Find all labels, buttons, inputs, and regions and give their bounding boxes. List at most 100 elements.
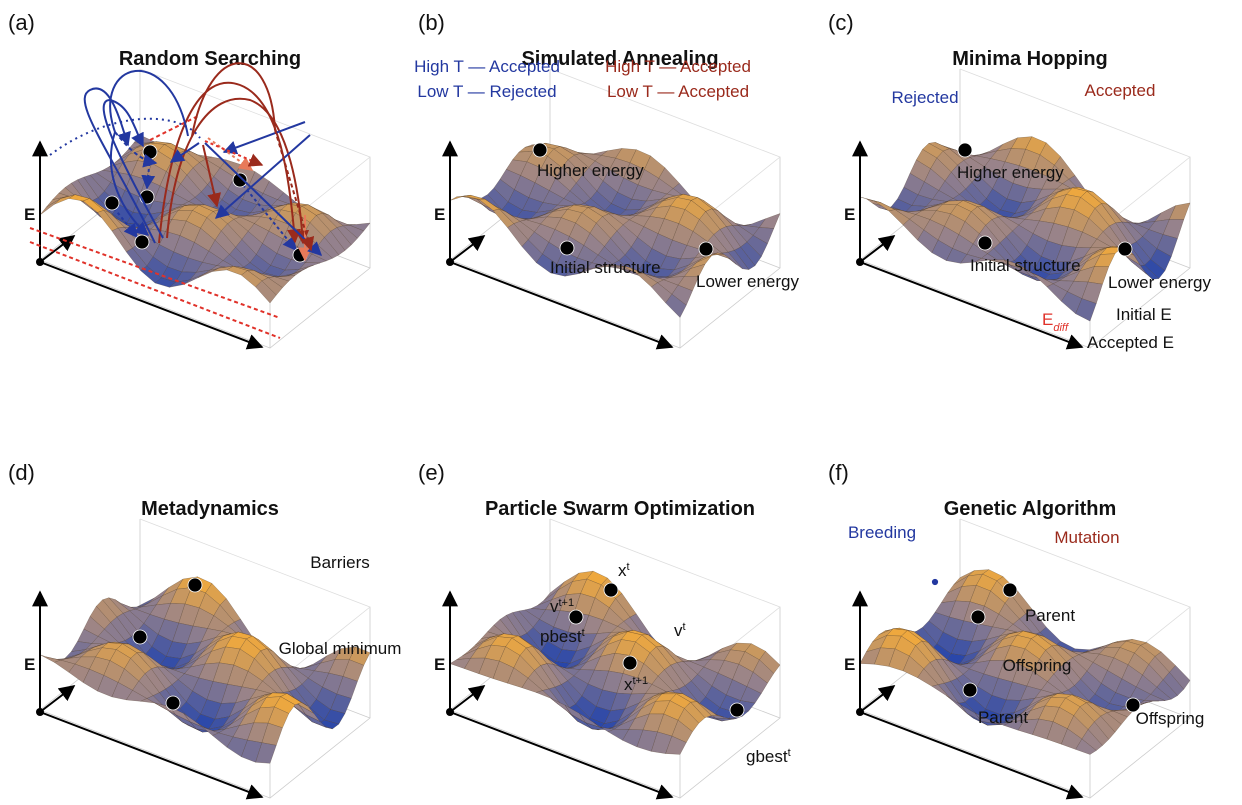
annotation-text: Lower energy	[1108, 273, 1212, 292]
annotation: Low T — Accepted	[607, 82, 749, 101]
panel-title: Random Searching	[119, 48, 301, 70]
annotation-text: Breeding	[848, 523, 916, 542]
annotation-text: Higher energy	[957, 163, 1064, 182]
annotation: Global minimum	[279, 639, 402, 658]
panel-title: Minima Hopping	[952, 48, 1108, 70]
annotation-text: Higher energy	[537, 161, 644, 180]
structure-point	[1118, 242, 1132, 256]
panel-title: Genetic Algorithm	[944, 498, 1117, 520]
structure-point	[105, 196, 119, 210]
annotation-subscript: diff	[1053, 322, 1069, 334]
annotation-text: Rejected	[891, 88, 958, 107]
axis-origin	[446, 258, 454, 266]
annotation-text: Initial E	[1116, 305, 1172, 324]
axis-arrow	[860, 236, 894, 262]
panel-title: Metadynamics	[141, 498, 279, 520]
annotation-text: Accepted	[1085, 81, 1156, 100]
arrow	[224, 122, 305, 152]
annotation: Rejected	[891, 88, 958, 107]
annotation: Accepted E	[1087, 333, 1174, 352]
annotation-text: Global minimum	[279, 639, 402, 658]
axis-origin	[36, 708, 44, 716]
structure-point	[958, 143, 972, 157]
axis-origin	[446, 708, 454, 716]
annotation: Offspring	[1003, 656, 1072, 675]
annotation: High T — Accepted	[605, 57, 751, 76]
annotation-text: Low T — Accepted	[607, 82, 749, 101]
annotation: pbestt	[540, 627, 585, 646]
annotation-superscript: t	[582, 627, 585, 639]
axis-label: E	[844, 655, 855, 674]
structure-point	[140, 190, 154, 204]
annotation-text: Initial structure	[550, 258, 661, 277]
axis-origin	[36, 258, 44, 266]
axis-arrow	[450, 686, 484, 712]
structure-point	[233, 173, 247, 187]
structure-point	[971, 610, 985, 624]
annotation: Accepted	[1085, 81, 1156, 100]
annotation: Mutation	[1054, 528, 1119, 547]
axis-arrow	[860, 686, 894, 712]
axis-label: E	[24, 655, 35, 674]
annotation-text: Mutation	[1054, 528, 1119, 547]
structure-point	[730, 703, 744, 717]
annotation-superscript: t+1	[559, 597, 575, 609]
annotation: Barriers	[310, 553, 370, 572]
panel-title: Particle Swarm Optimization	[485, 498, 755, 520]
structure-point	[166, 696, 180, 710]
axis-arrow	[40, 686, 74, 712]
annotation: xt	[618, 561, 630, 580]
annotation: Initial structure	[970, 256, 1081, 275]
energy-surface	[40, 135, 370, 303]
annotation: Breeding	[848, 523, 916, 542]
annotation: High T — Accepted	[414, 57, 560, 76]
annotation-text: E	[1042, 310, 1053, 329]
annotation: gbestt	[746, 747, 791, 766]
axis-label: E	[24, 205, 35, 224]
annotation-text: Accepted E	[1087, 333, 1174, 352]
annotation: Initial structure	[550, 258, 661, 277]
annotation: vt	[674, 621, 686, 640]
panel: (a) Random Searching E	[8, 10, 370, 348]
panel-label: (f)	[828, 460, 849, 485]
structure-point	[560, 241, 574, 255]
annotation-text: pbest	[540, 627, 582, 646]
annotation: Parent	[978, 708, 1028, 727]
panel-label: (a)	[8, 10, 35, 35]
annotation-text: Barriers	[310, 553, 370, 572]
annotation-text: Offspring	[1003, 656, 1072, 675]
panel-label: (d)	[8, 460, 35, 485]
annotation: Offspring	[1136, 709, 1205, 728]
annotation: Lower energy	[1108, 273, 1212, 292]
annotation-text: Parent	[1025, 606, 1075, 625]
annotation-text: Offspring	[1136, 709, 1205, 728]
annotation-text: Parent	[978, 708, 1028, 727]
structure-point	[699, 242, 713, 256]
structure-point	[188, 578, 202, 592]
structure-point	[135, 235, 149, 249]
structure-point	[143, 145, 157, 159]
structure-point	[978, 236, 992, 250]
annotation-superscript: t	[683, 621, 686, 633]
annotation-text: Lower energy	[696, 272, 800, 291]
annotation-superscript: t+1	[633, 675, 649, 687]
axis-label: E	[434, 205, 445, 224]
annotation-text: gbest	[746, 747, 788, 766]
panel-label: (e)	[418, 460, 445, 485]
energy-surface	[450, 571, 780, 754]
axis-arrow	[450, 236, 484, 262]
structure-point	[1003, 583, 1017, 597]
panel-label: (b)	[418, 10, 445, 35]
structure-point	[533, 143, 547, 157]
figure: (a)Random SearchingE(b)Simulated Anneali…	[0, 0, 1242, 805]
annotation: Low T — Rejected	[417, 82, 556, 101]
annotation: Parent	[1025, 606, 1075, 625]
structure-point	[963, 683, 977, 697]
axis-origin	[856, 258, 864, 266]
energy-surface	[40, 577, 370, 764]
structure-point	[133, 630, 147, 644]
annotation: Higher energy	[537, 161, 644, 180]
axis-origin	[856, 708, 864, 716]
structure-point	[932, 579, 939, 586]
annotation: Higher energy	[957, 163, 1064, 182]
